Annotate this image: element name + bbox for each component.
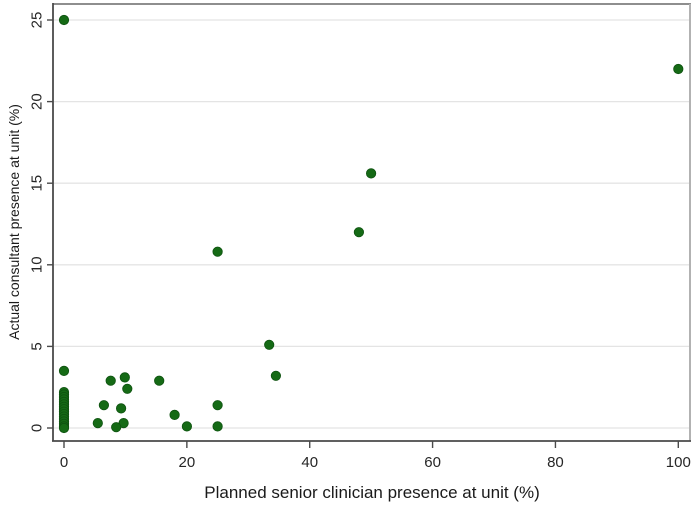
y-tick-label-0: 0	[29, 424, 46, 432]
x-tick-label-80: 80	[547, 454, 564, 471]
data-point	[212, 246, 223, 257]
y-axis-label: Actual consultant presence at unit (%)	[6, 104, 22, 340]
gridlines	[54, 19, 690, 429]
x-tick-label-100: 100	[666, 454, 691, 471]
data-point	[264, 339, 275, 350]
data-point	[58, 422, 70, 434]
data-point	[181, 421, 192, 432]
x-tick-label-0: 0	[60, 454, 68, 471]
data-point	[353, 227, 364, 238]
y-tick-label-10: 10	[29, 256, 46, 273]
x-axis-label: Planned senior clinician presence at uni…	[204, 483, 540, 502]
data-point	[365, 168, 377, 179]
data-point	[154, 375, 165, 386]
x-tick-label-40: 40	[301, 454, 318, 471]
data-point	[169, 409, 180, 420]
data-points	[58, 14, 684, 434]
x-axis-ticks: 0 20 40 60 80 100	[60, 441, 691, 471]
data-point	[111, 422, 122, 433]
axes	[52, 3, 691, 442]
data-point	[116, 403, 127, 414]
data-point	[122, 383, 133, 394]
data-point	[105, 375, 116, 386]
data-point	[92, 417, 103, 429]
data-point	[58, 14, 70, 26]
y-tick-label-5: 5	[29, 342, 46, 350]
plot-frame	[53, 3, 691, 441]
x-tick-label-60: 60	[424, 454, 441, 471]
data-point	[212, 400, 223, 411]
y-tick-label-20: 20	[29, 93, 46, 110]
data-point	[673, 63, 684, 75]
data-point	[270, 370, 281, 381]
y-tick-label-25: 25	[29, 12, 46, 29]
data-point	[119, 372, 130, 383]
data-point	[212, 421, 223, 432]
y-tick-label-15: 15	[29, 175, 46, 192]
x-tick-label-20: 20	[179, 454, 196, 471]
y-axis-ticks: 0 5 10 15 20 25	[29, 12, 53, 432]
data-point	[58, 365, 70, 376]
data-point	[98, 400, 110, 411]
